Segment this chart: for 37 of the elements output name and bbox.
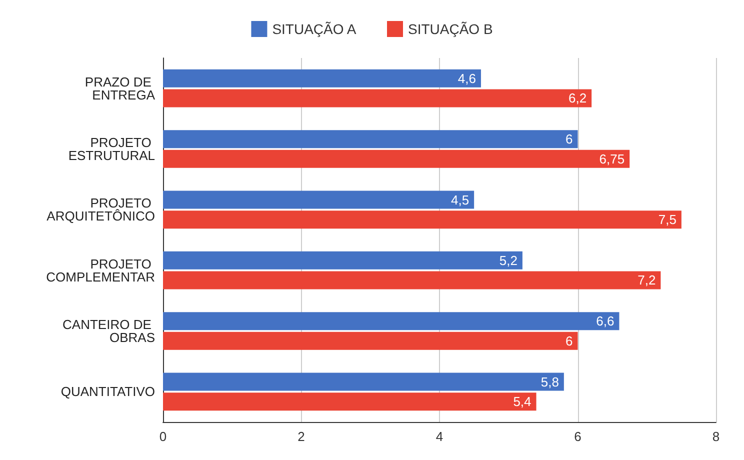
data-label: 6,2: [568, 90, 587, 106]
data-label: 4,6: [458, 70, 476, 86]
legend-label: SITUAÇÃO A: [272, 21, 357, 37]
bar: [163, 251, 522, 270]
data-label: 4,5: [450, 192, 470, 208]
data-label: 7,2: [638, 272, 656, 288]
y-tick-label: QUANTITATIVO: [60, 384, 155, 400]
data-label: 6: [566, 132, 573, 147]
bar: [163, 332, 578, 350]
y-tick-label: PROJETO ESTRUTURAL: [68, 135, 155, 163]
y-tick-label: PRAZO DE ENTREGA: [84, 74, 156, 102]
bar: [163, 69, 481, 88]
bar: [163, 150, 630, 168]
bar: [163, 372, 564, 391]
bar: [163, 130, 578, 148]
data-label: 7,5: [658, 212, 676, 228]
bar: [163, 89, 592, 108]
bar: [163, 210, 682, 229]
y-tick-label: PROJETO ARQUITETÔNICO: [46, 196, 155, 224]
bar: [163, 190, 474, 209]
x-tick-label: 2: [298, 429, 305, 444]
x-tick-label: 8: [712, 429, 720, 444]
legend-label: SITUAÇÃO B: [408, 21, 493, 37]
data-label: 6,6: [596, 314, 614, 329]
data-label: 6,75: [599, 151, 625, 166]
x-tick-label: 6: [574, 429, 582, 444]
data-label: 5,4: [513, 394, 532, 410]
data-label: 5,2: [499, 252, 518, 268]
bar: [163, 312, 620, 330]
data-label: 6: [566, 333, 573, 348]
x-tick-label: 4: [436, 429, 444, 444]
bar: [163, 392, 536, 411]
bar: [163, 271, 661, 290]
y-tick-label: CANTEIRO DE OBRAS: [62, 317, 156, 345]
x-tick-label: 0: [159, 429, 167, 444]
y-tick-label: PROJETO COMPLEMENTAR: [46, 256, 155, 284]
data-label: 5,8: [540, 374, 559, 390]
